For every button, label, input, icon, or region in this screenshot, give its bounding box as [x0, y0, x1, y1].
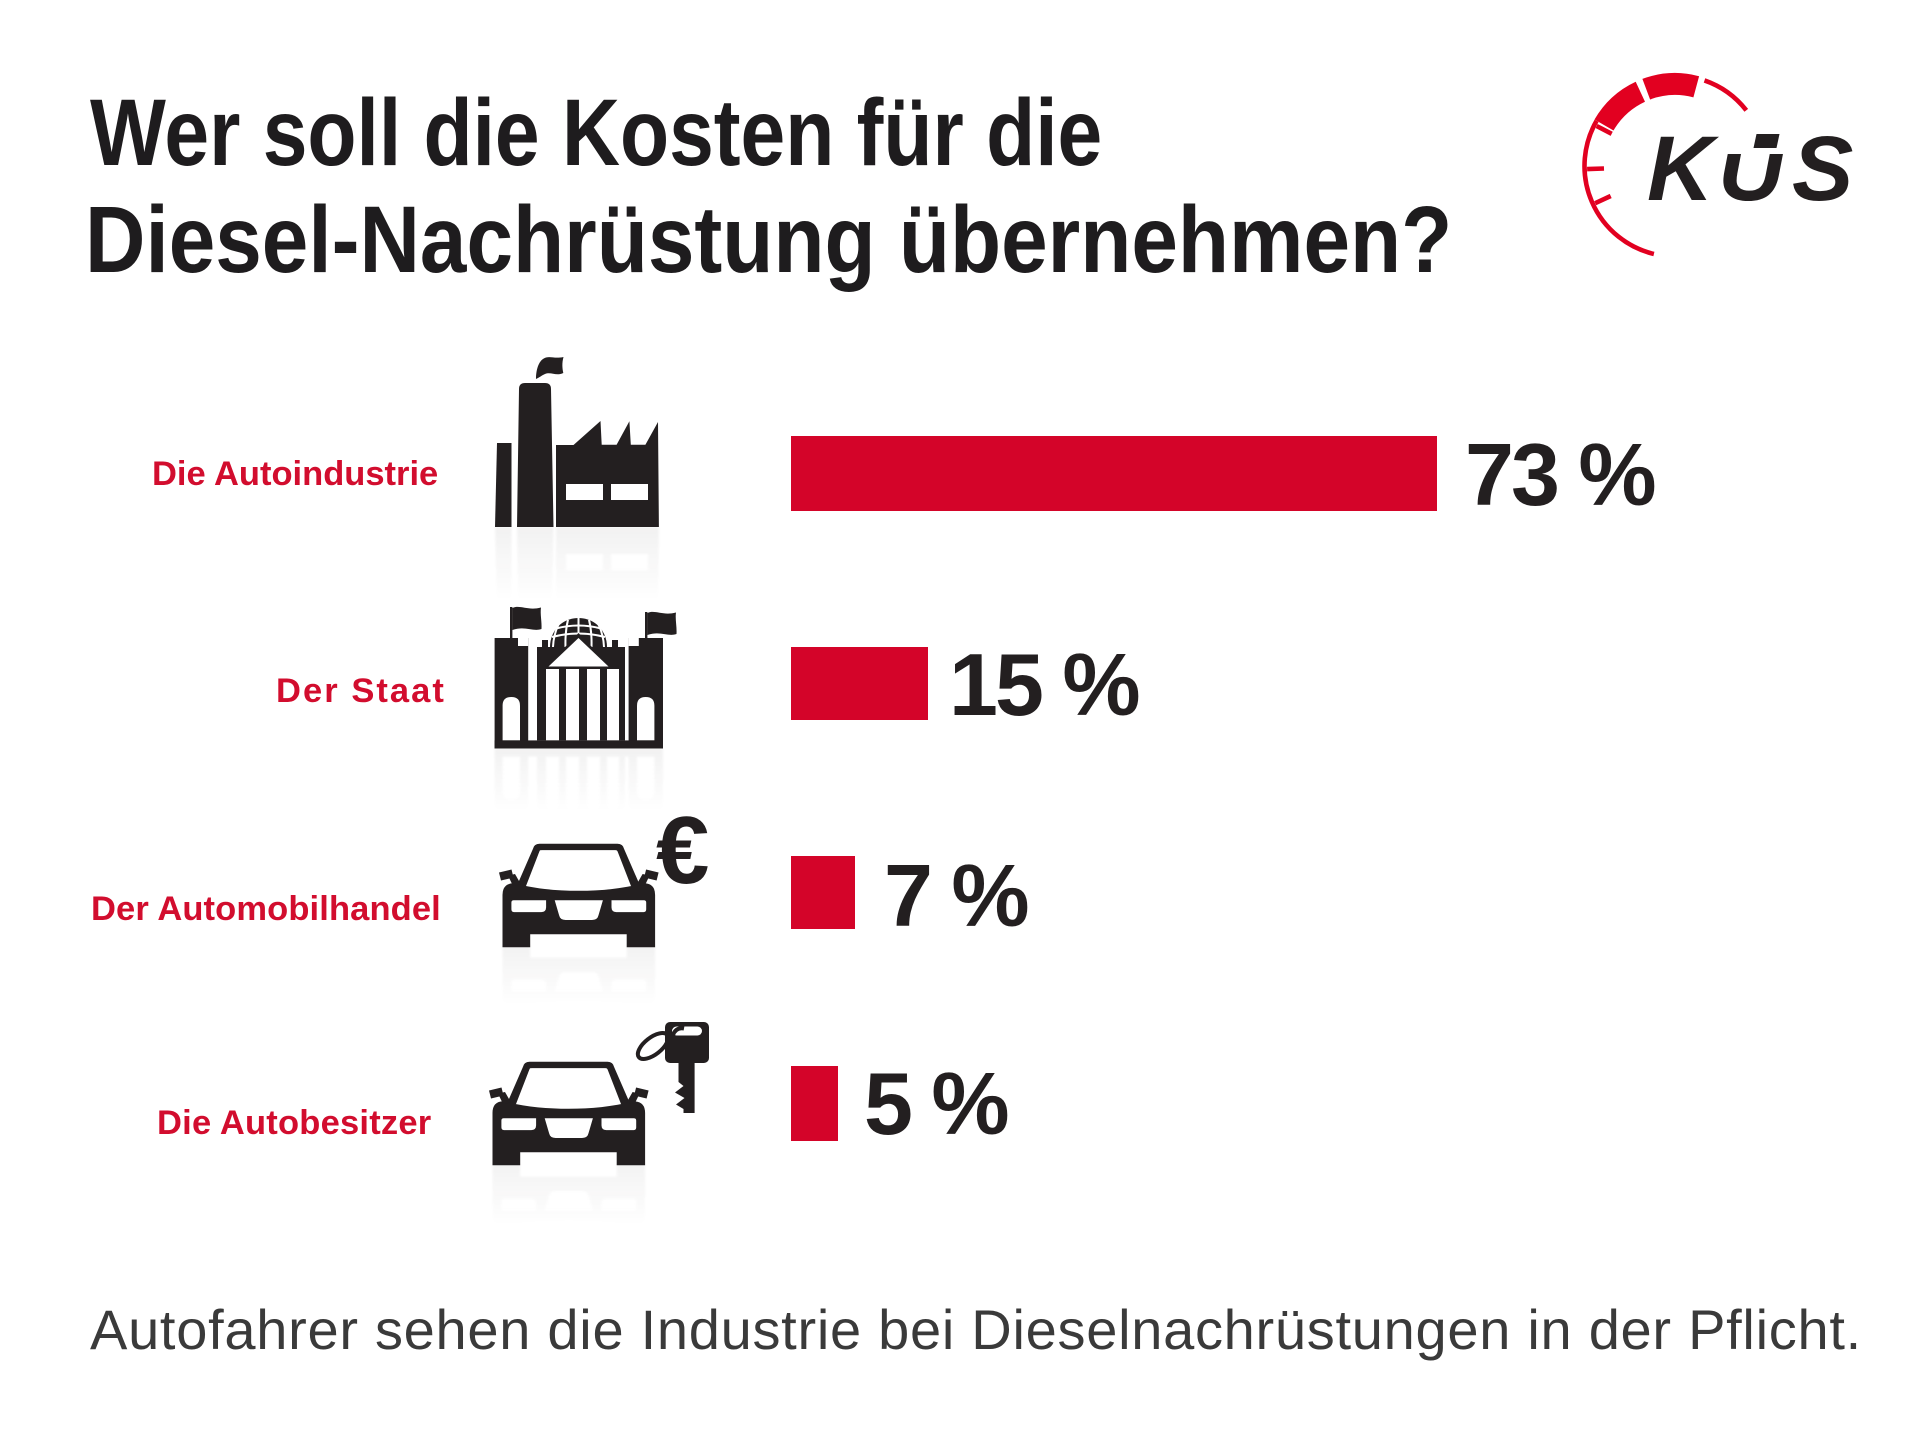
svg-text:S: S	[1792, 118, 1853, 220]
svg-text:K: K	[1647, 118, 1720, 220]
